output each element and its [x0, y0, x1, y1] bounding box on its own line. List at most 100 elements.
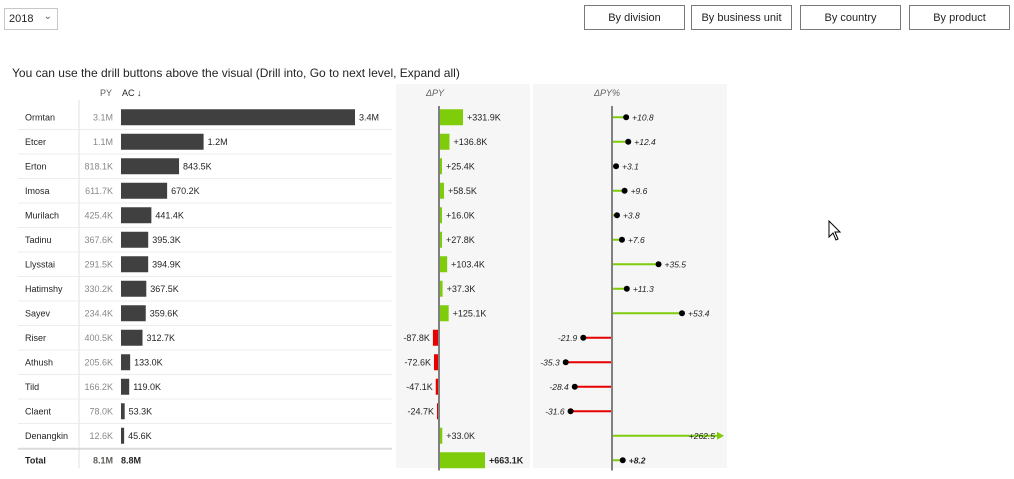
delta-py-bar [440, 182, 445, 199]
delta-py-pct-value: +10.8 [632, 112, 654, 122]
delta-py-value: -87.8K [403, 333, 430, 343]
delta-py-panel [396, 84, 530, 468]
delta-py-value: +16.0K [446, 210, 475, 220]
py-value: 1.1M [93, 137, 113, 147]
delta-py-pct-value: +11.3 [633, 284, 654, 294]
delta-py-pct-dot [621, 187, 628, 194]
delta-py-pct-value: -31.6 [545, 406, 565, 416]
delta-py-pct-value: +8.2 [629, 455, 646, 465]
delta-py-pct-dot [562, 359, 569, 366]
ac-value: 53.3K [129, 406, 153, 416]
delta-py-pct-value: +262.5 [689, 431, 716, 441]
year-value: 2018 [9, 13, 34, 25]
ac-value: 441.4K [155, 210, 184, 220]
category-label: Tild [25, 382, 39, 392]
delta-py-value: +331.9K [467, 112, 501, 122]
category-label: Claent [25, 406, 52, 416]
ac-value: 119.0K [133, 382, 161, 392]
py-value: 818.1K [84, 161, 113, 171]
py-value: 78.0K [89, 406, 113, 416]
category-label: Llysstai [25, 259, 55, 269]
ac-value: 394.9K [152, 259, 181, 269]
py-value: 330.2K [84, 284, 113, 294]
ac-bar [121, 378, 130, 395]
category-label: Riser [25, 333, 46, 343]
category-label: Etcer [25, 137, 46, 147]
ac-bar [121, 109, 355, 126]
delta-py-header: ΔPY [425, 88, 445, 98]
category-label: Sayev [25, 308, 51, 318]
ac-value: 1.2M [208, 137, 228, 147]
py-value: 166.2K [84, 382, 113, 392]
delta-py-bar [440, 109, 463, 126]
delta-py-pct-panel [533, 84, 727, 468]
delta-py-bar [440, 452, 485, 469]
delta-py-pct-value: +3.1 [622, 161, 639, 171]
by-division-button[interactable]: By division [584, 5, 685, 30]
category-label: Ormtan [25, 112, 55, 122]
delta-py-bar [440, 305, 449, 322]
ac-bar [121, 158, 180, 175]
delta-py-value: +125.1K [453, 308, 487, 318]
delta-py-value: +58.5K [448, 186, 477, 196]
delta-py-pct-dot [580, 334, 587, 341]
category-label: Erton [25, 161, 47, 171]
ac-value: 395.3K [152, 235, 181, 245]
delta-py-pct-dot [567, 408, 574, 415]
ac-value: 670.2K [171, 186, 200, 196]
py-value: 234.4K [84, 308, 113, 318]
ac-bar [121, 133, 204, 150]
delta-py-pct-dot [619, 457, 626, 464]
ac-value: 45.6K [128, 431, 152, 441]
delta-py-value: +25.4K [446, 161, 475, 171]
ac-value: 133.0K [134, 357, 163, 367]
py-value: 400.5K [84, 333, 113, 343]
ac-bar [121, 427, 125, 444]
delta-py-pct-dot [613, 163, 620, 170]
delta-py-value: -24.7K [407, 406, 434, 416]
delta-py-value: +33.0K [446, 431, 475, 441]
delta-py-bar [432, 329, 439, 346]
delta-py-bar [440, 207, 442, 224]
year-dropdown[interactable]: 2018 ⌄ [4, 8, 58, 30]
delta-py-pct-dot [571, 383, 578, 390]
py-value: 367.6K [84, 235, 113, 245]
delta-py-bar [440, 427, 443, 444]
delta-py-pct-dot [618, 236, 625, 243]
delta-py-bar [440, 133, 450, 150]
delta-py-bar [440, 158, 442, 175]
delta-py-pct-value: +12.4 [634, 137, 656, 147]
delta-py-pct-value: +35.5 [665, 259, 687, 269]
ac-value: 312.7K [147, 333, 176, 343]
category-label: Hatimshy [25, 284, 63, 294]
ac-bar [121, 182, 168, 199]
py-value: 205.6K [84, 357, 113, 367]
delta-py-bar [440, 280, 443, 297]
ac-bar [121, 329, 143, 346]
delta-py-pct-header: ΔPY% [593, 88, 620, 98]
delta-py-pct-value: +53.4 [688, 308, 710, 318]
delta-py-pct-dot [623, 285, 630, 292]
delta-py-bar [440, 231, 442, 248]
delta-py-pct-value: +9.6 [631, 186, 648, 196]
delta-py-value: -72.6K [404, 357, 431, 367]
ac-bar [121, 280, 147, 297]
delta-py-bar [435, 378, 439, 395]
py-header: PY [100, 88, 112, 98]
delta-py-pct-value: -28.4 [549, 382, 569, 392]
delta-py-value: -47.1K [406, 382, 433, 392]
delta-py-value: +103.4K [451, 259, 485, 269]
ac-bar [121, 207, 152, 224]
total-label: Total [25, 455, 46, 465]
delta-py-pct-dot [655, 261, 662, 268]
category-label: Athush [25, 357, 53, 367]
by-product-button[interactable]: By product [909, 5, 1010, 30]
by-country-button[interactable]: By country [800, 5, 901, 30]
ac-bar [121, 305, 146, 322]
overflow-arrow-icon [717, 431, 724, 440]
category-label: Tadinu [25, 235, 52, 245]
delta-py-value: +136.8K [453, 137, 487, 147]
delta-py-pct-value: -35.3 [540, 357, 560, 367]
by-business-unit-button[interactable]: By business unit [691, 5, 792, 30]
